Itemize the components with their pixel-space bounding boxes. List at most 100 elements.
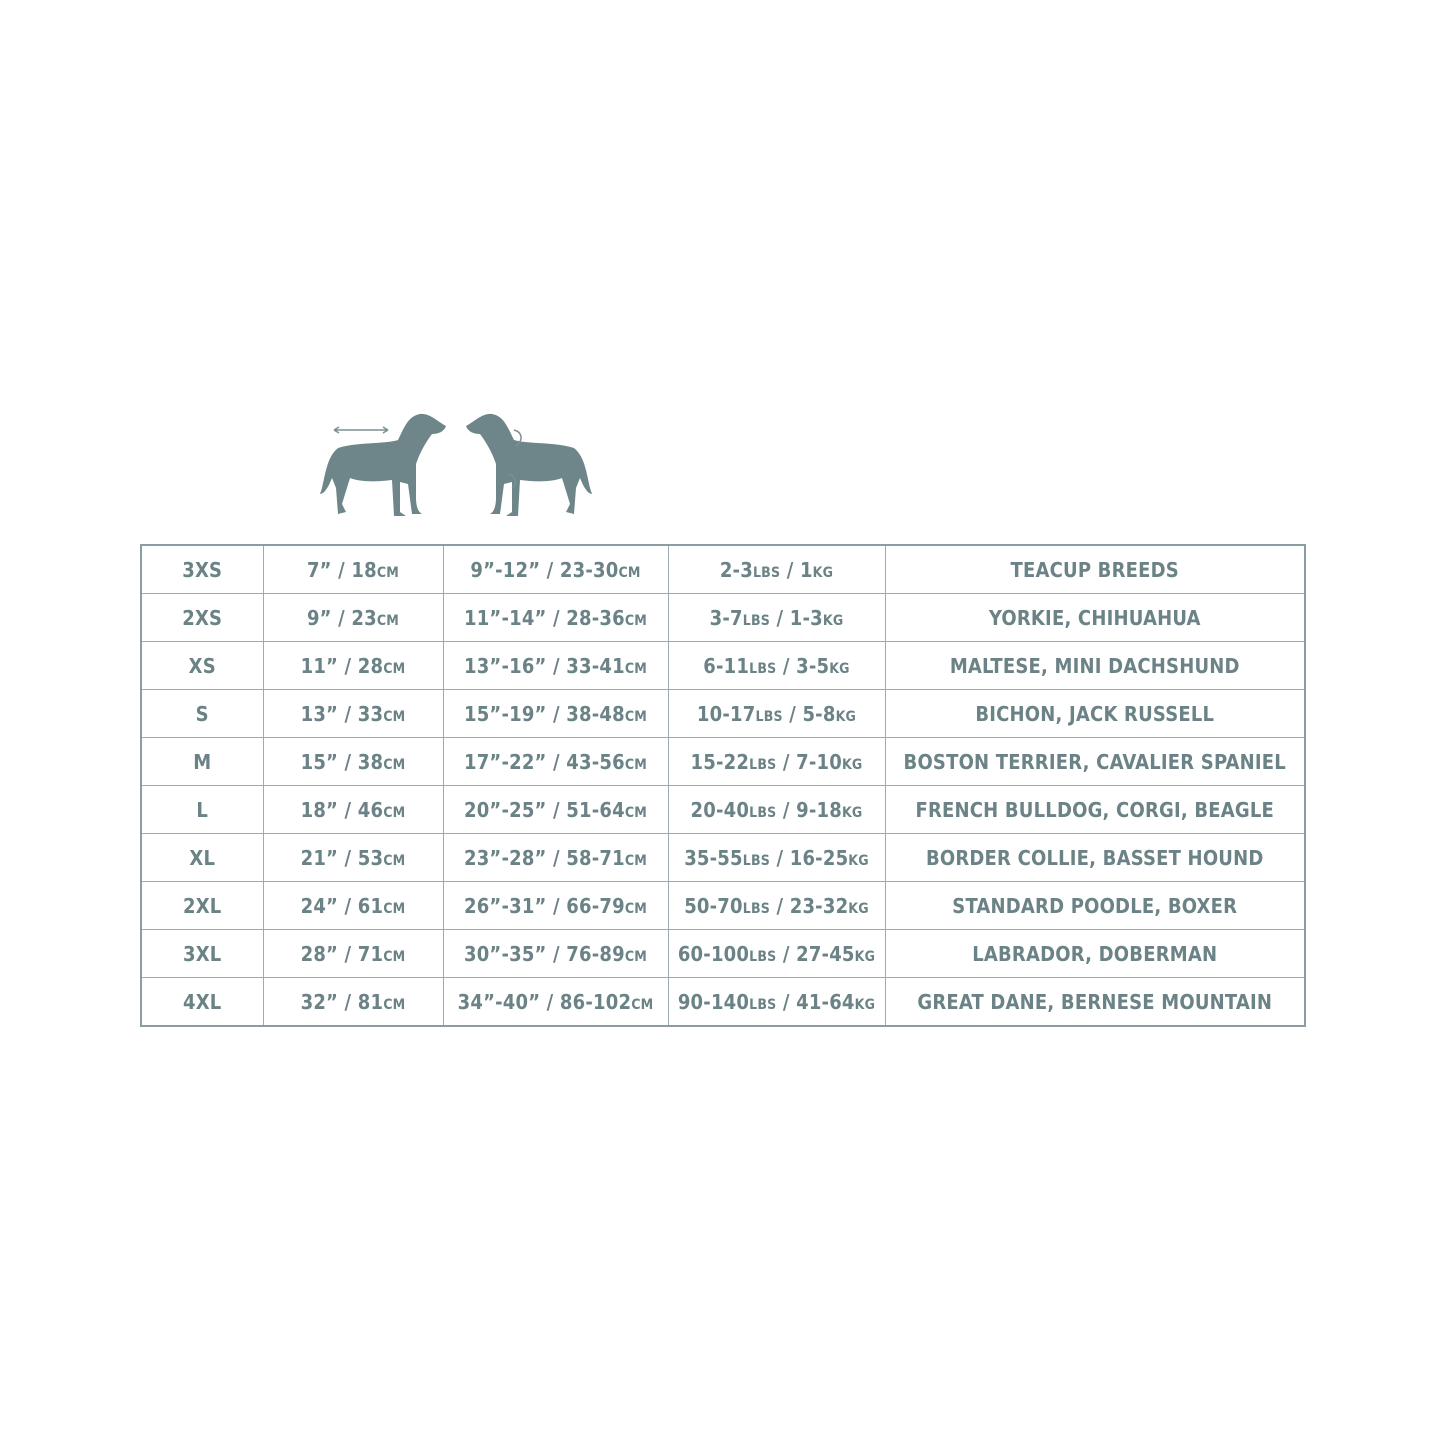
breeds-cell: STANDARD POODLE, BOXER	[884, 881, 1306, 930]
unit-label: CM	[624, 612, 648, 629]
unit-label: KG	[822, 612, 844, 629]
unit-label: CM	[383, 852, 406, 869]
weight-cell: 90-140LBS / 41-64KG	[667, 977, 886, 1027]
value-text: LABRADOR, DOBERMAN	[972, 941, 1218, 966]
value-text: / 1-3	[770, 605, 823, 630]
value-text: 35-55	[684, 845, 743, 870]
dog-girth-measure-icon	[466, 413, 592, 516]
size-cell: 3XL	[140, 929, 264, 978]
value-text: TEACUP BREEDS	[1010, 557, 1179, 582]
value-text: 20”-25” / 51-64	[463, 797, 625, 822]
value-text: 13” / 33	[300, 701, 384, 726]
value-text: 2-3	[719, 557, 753, 582]
value-text: BORDER COLLIE, BASSET HOUND	[925, 845, 1264, 870]
weight-cell: 35-55LBS / 16-25KG	[667, 833, 886, 882]
unit-label: KG	[829, 660, 850, 677]
value-text: 28” / 71	[300, 941, 384, 966]
weight-cell: 60-100LBS / 27-45KG	[667, 929, 886, 978]
weight-cell: 6-11LBS / 3-5KG	[667, 641, 886, 690]
value-text: 15” / 38	[300, 749, 384, 774]
chest-cell: 30”-35” / 76-89CM	[442, 929, 669, 978]
value-text: 7” / 18	[306, 557, 377, 582]
value-text: GREAT DANE, BERNESE MOUNTAIN	[917, 989, 1273, 1014]
value-text: 34”-40” / 86-102	[457, 989, 632, 1014]
breeds-cell: YORKIE, CHIHUAHUA	[884, 593, 1306, 642]
unit-label: CM	[376, 612, 400, 629]
neck-cell: 9” / 23CM	[262, 593, 444, 642]
value-text: 30”-35” / 76-89	[463, 941, 625, 966]
breeds-cell: MALTESE, MINI DACHSHUND	[884, 641, 1306, 690]
size-cell: 3XS	[140, 544, 264, 594]
breeds-cell: FRENCH BULLDOG, CORGI, BEAGLE	[884, 785, 1306, 834]
size-row: 3XS 7” / 18CM 9”-12” / 23-30CM 2-3LBS / 1KG…	[140, 544, 1306, 594]
size-row: 3XL 28” / 71CM 30”-35” / 76-89CM 60-100LBS …	[140, 929, 1306, 978]
unit-label: CM	[624, 756, 648, 773]
value-text: 15-22	[690, 749, 750, 774]
value-text: 11” / 28	[300, 653, 384, 678]
size-row: XS 11” / 28CM 13”-16” / 33-41CM 6-11LBS / 3…	[140, 641, 1306, 690]
value-text: 13”-16” / 33-41	[463, 653, 625, 678]
size-row: M 15” / 38CM 17”-22” / 43-56CM 15-22LBS / 7…	[140, 737, 1306, 786]
unit-label: KG	[841, 804, 863, 821]
neck-cell: 13” / 33CM	[262, 689, 444, 738]
chest-cell: 34”-40” / 86-102CM	[442, 977, 669, 1027]
value-text: STANDARD POODLE, BOXER	[952, 893, 1238, 918]
chest-cell: 17”-22” / 43-56CM	[442, 737, 669, 786]
unit-label: CM	[383, 660, 406, 677]
unit-label: CM	[383, 756, 406, 773]
neck-cell: 7” / 18CM	[262, 544, 444, 594]
size-cell: 2XL	[140, 881, 264, 930]
unit-label: KG	[854, 948, 876, 965]
value-text: / 9-18	[776, 797, 842, 822]
unit-label: KG	[848, 852, 869, 869]
value-text: 6-11	[703, 653, 750, 678]
unit-label: LBS	[749, 804, 777, 821]
value-text: 18” / 46	[300, 797, 384, 822]
unit-label: CM	[618, 564, 641, 581]
value-text: 26”-31” / 66-79	[463, 893, 625, 918]
value-text: 9”-12” / 23-30	[470, 557, 619, 582]
chest-cell: 9”-12” / 23-30CM	[442, 544, 669, 594]
value-text: MALTESE, MINI DACHSHUND	[949, 653, 1240, 678]
value-text: / 5-8	[782, 701, 836, 726]
value-text: 20-40	[690, 797, 750, 822]
unit-label: LBS	[749, 756, 777, 773]
size-chart-table: 3XS 7” / 18CM 9”-12” / 23-30CM 2-3LBS / 1KG…	[140, 544, 1306, 1027]
value-text: 10-17	[696, 701, 756, 726]
chest-cell: 20”-25” / 51-64CM	[442, 785, 669, 834]
neck-cell: 28” / 71CM	[262, 929, 444, 978]
unit-label: CM	[624, 708, 648, 725]
size-row: S 13” / 33CM 15”-19” / 38-48CM 10-17LBS / 5…	[140, 689, 1306, 738]
value-text: 15”-19” / 38-48	[463, 701, 625, 726]
size-row: XL 21” / 53CM 23”-28” / 58-71CM 35-55LBS / …	[140, 833, 1306, 882]
value-text: 24” / 61	[300, 893, 384, 918]
unit-label: CM	[383, 804, 406, 821]
size-cell: M	[140, 737, 264, 786]
chest-cell: 26”-31” / 66-79CM	[442, 881, 669, 930]
unit-label: KG	[854, 996, 876, 1013]
value-text: / 7-10	[776, 749, 842, 774]
unit-label: LBS	[742, 900, 771, 917]
breeds-cell: GREAT DANE, BERNESE MOUNTAIN	[884, 977, 1306, 1027]
value-text: 11”-14” / 28-36	[463, 605, 625, 630]
weight-cell: 2-3LBS / 1KG	[667, 544, 886, 594]
unit-label: CM	[383, 948, 406, 965]
value-text: 60-100	[677, 941, 750, 966]
unit-label: CM	[383, 708, 406, 725]
value-text: 9” / 23	[306, 605, 377, 630]
dog-length-measure-icon	[320, 413, 446, 516]
value-text: / 16-25	[770, 845, 849, 870]
unit-label: LBS	[752, 564, 781, 581]
unit-label: LBS	[755, 708, 783, 725]
unit-label: CM	[624, 852, 648, 869]
value-text: BOSTON TERRIER, CAVALIER SPANIEL	[903, 749, 1286, 774]
value-text: FRENCH BULLDOG, CORGI, BEAGLE	[915, 797, 1275, 822]
neck-cell: 18” / 46CM	[262, 785, 444, 834]
unit-label: CM	[383, 900, 406, 917]
unit-label: CM	[624, 900, 648, 917]
unit-label: CM	[383, 996, 406, 1013]
value-text: 3-7	[709, 605, 743, 630]
size-cell: XS	[140, 641, 264, 690]
unit-label: CM	[624, 948, 648, 965]
chest-cell: 23”-28” / 58-71CM	[442, 833, 669, 882]
